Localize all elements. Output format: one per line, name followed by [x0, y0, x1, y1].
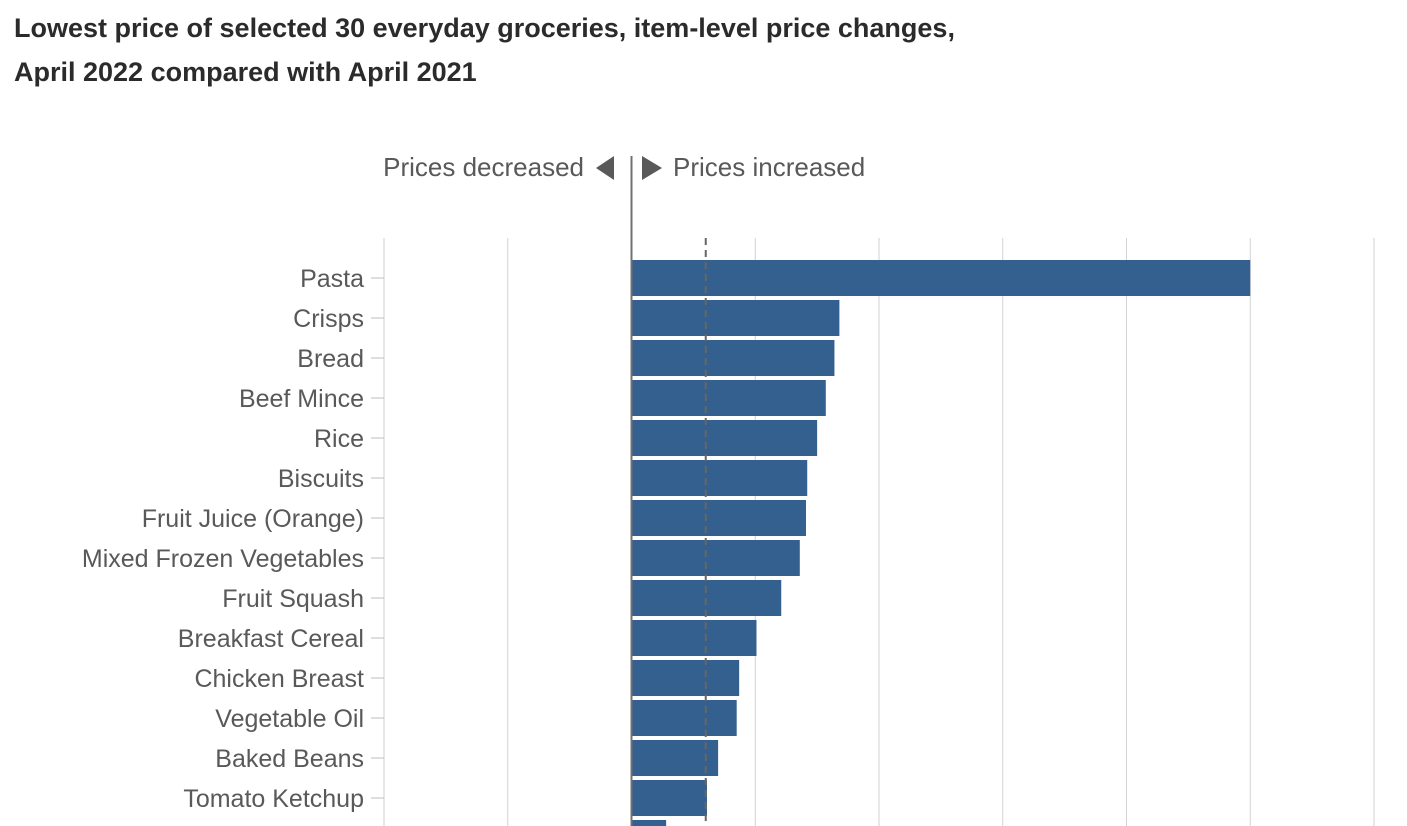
bar	[631, 340, 835, 376]
bar	[631, 460, 808, 496]
category-label: Mixed Frozen Vegetables	[82, 545, 364, 573]
category-label: Biscuits	[278, 465, 364, 493]
bar	[631, 500, 806, 536]
bar	[631, 540, 800, 576]
bars	[631, 260, 1251, 826]
category-label: Vegetable Oil	[215, 705, 364, 733]
bar	[631, 380, 826, 416]
category-label: Beef Mince	[239, 385, 364, 413]
category-label: Rice	[314, 425, 364, 453]
category-label: Breakfast Cereal	[178, 625, 364, 653]
prices-increased-label: Prices increased	[673, 152, 865, 182]
category-label: Bread	[297, 345, 364, 373]
category-label: Baked Beans	[215, 745, 364, 773]
bar	[631, 300, 840, 336]
triangle-right-icon	[642, 156, 662, 180]
bar	[631, 820, 667, 826]
category-label: Fruit Juice (Orange)	[142, 505, 364, 533]
triangle-left-icon	[596, 156, 614, 180]
bar	[631, 420, 818, 456]
category-label: Pasta	[300, 265, 364, 293]
chart-title-line-2: April 2022 compared with April 2021	[14, 57, 477, 87]
chart-title-line-1: Lowest price of selected 30 everyday gro…	[14, 13, 955, 43]
bar	[631, 700, 737, 736]
category-label: Tomato Ketchup	[183, 785, 364, 813]
category-label: Chicken Breast	[194, 665, 364, 693]
prices-decreased-label: Prices decreased	[383, 152, 584, 182]
direction-indicator: Prices decreased Prices increased	[383, 152, 865, 182]
bar	[631, 620, 757, 656]
category-label: Fruit Squash	[222, 585, 364, 613]
category-labels: Pasta Crisps Bread Beef Mince Rice Biscuits Fr…	[82, 265, 384, 813]
reference-lines	[630, 156, 707, 826]
gridlines	[383, 238, 1375, 826]
bar	[631, 660, 740, 696]
bar	[631, 780, 707, 816]
bar	[631, 740, 719, 776]
chart-title: Lowest price of selected 30 everyday gro…	[14, 6, 1374, 94]
bar	[631, 260, 1251, 296]
category-label: Crisps	[293, 305, 364, 333]
